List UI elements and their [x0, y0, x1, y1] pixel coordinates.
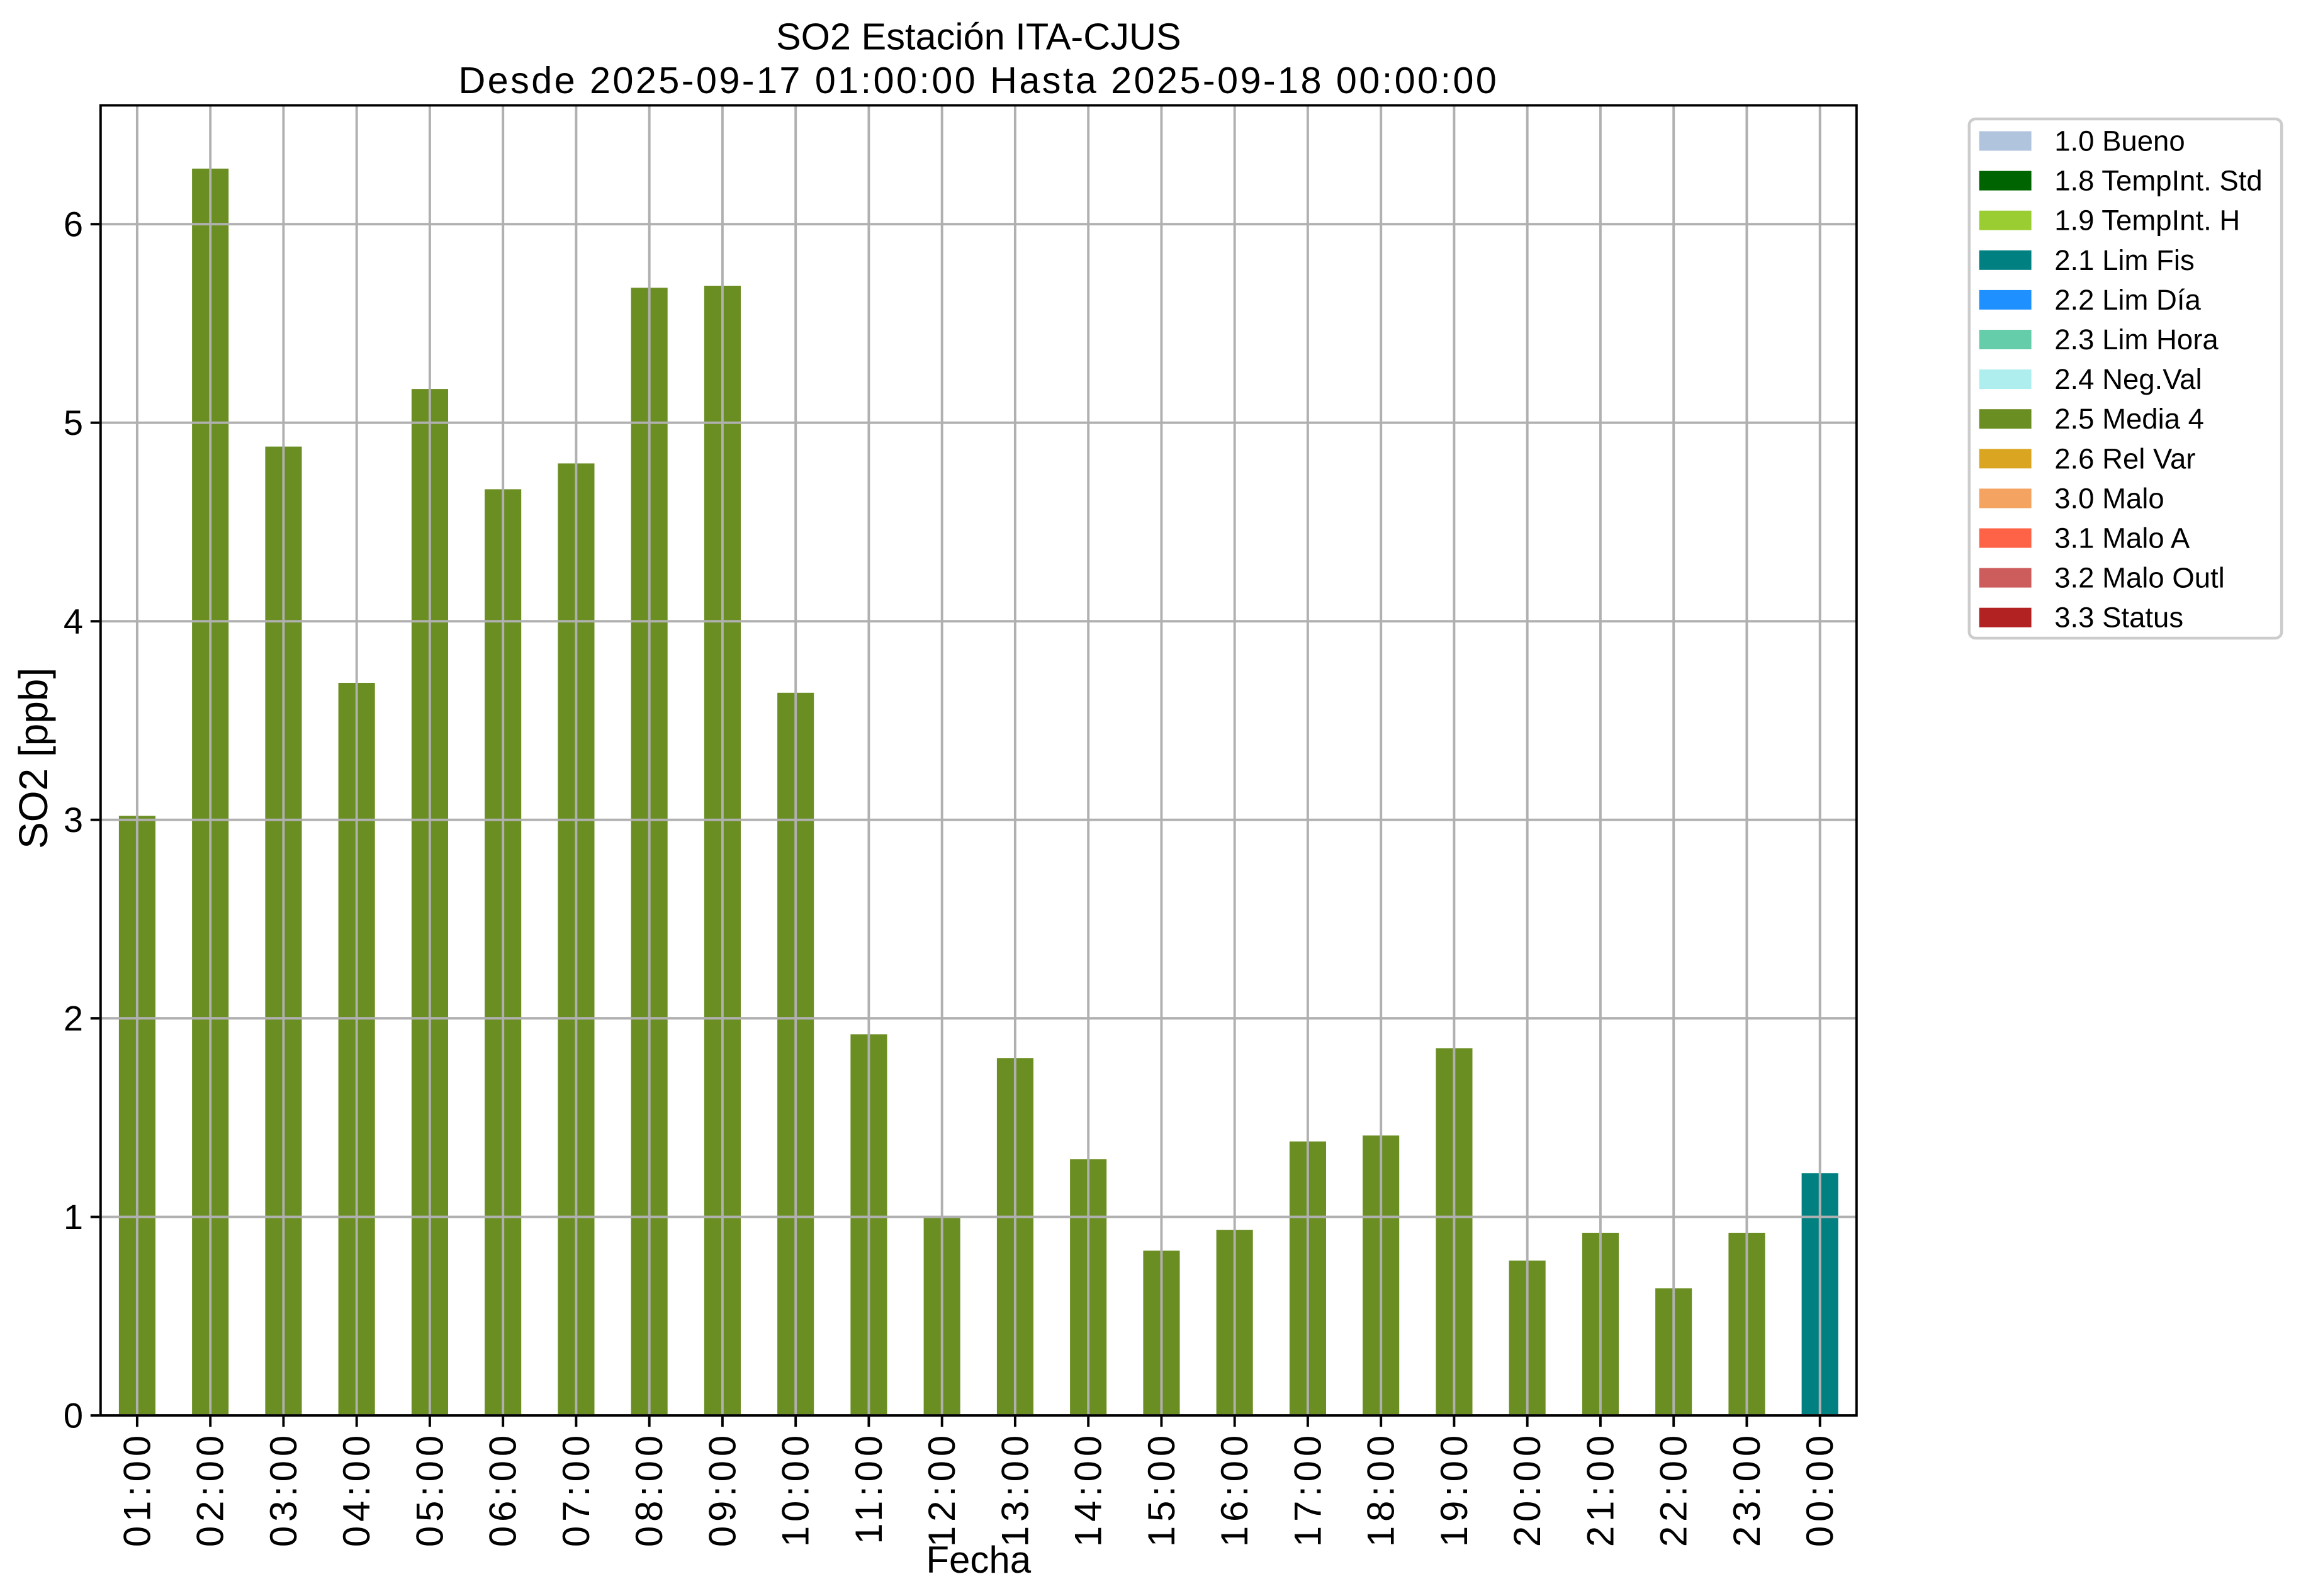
svg-text:4: 4 — [64, 602, 83, 641]
svg-text:3.1 Malo A: 3.1 Malo A — [2054, 522, 2190, 554]
svg-text:18:00: 18:00 — [1360, 1431, 1402, 1547]
svg-text:2: 2 — [64, 999, 83, 1038]
svg-text:2.3 Lim Hora: 2.3 Lim Hora — [2054, 323, 2219, 356]
svg-text:11:00: 11:00 — [848, 1431, 890, 1544]
svg-text:01:00: 01:00 — [116, 1431, 158, 1547]
svg-text:3: 3 — [64, 800, 83, 840]
svg-text:22:00: 22:00 — [1653, 1431, 1695, 1547]
svg-text:2.4 Neg.Val: 2.4 Neg.Val — [2054, 363, 2202, 395]
svg-text:19:00: 19:00 — [1433, 1431, 1475, 1547]
svg-text:3.2 Malo Outl: 3.2 Malo Outl — [2054, 562, 2225, 594]
svg-text:09:00: 09:00 — [701, 1431, 743, 1547]
svg-text:2.5 Media 4: 2.5 Media 4 — [2054, 403, 2204, 435]
svg-text:21:00: 21:00 — [1579, 1431, 1621, 1547]
svg-text:2.6 Rel Var: 2.6 Rel Var — [2054, 442, 2195, 475]
svg-text:SO2 Estación ITA-CJUS: SO2 Estación ITA-CJUS — [776, 16, 1181, 58]
svg-text:10:00: 10:00 — [775, 1431, 817, 1547]
svg-text:2.2 Lim Día: 2.2 Lim Día — [2054, 284, 2201, 316]
svg-text:15:00: 15:00 — [1140, 1431, 1183, 1547]
svg-text:04:00: 04:00 — [335, 1431, 378, 1547]
svg-text:Desde 2025-09-17 01:00:00 Hast: Desde 2025-09-17 01:00:00 Hasta 2025-09-… — [458, 59, 1499, 101]
svg-text:12:00: 12:00 — [921, 1431, 963, 1547]
svg-text:20:00: 20:00 — [1506, 1431, 1548, 1547]
svg-text:16:00: 16:00 — [1213, 1431, 1256, 1547]
svg-text:1: 1 — [64, 1197, 83, 1237]
svg-text:13:00: 13:00 — [994, 1431, 1036, 1547]
svg-text:SO2 [ppb]: SO2 [ppb] — [11, 668, 56, 849]
svg-text:08:00: 08:00 — [628, 1431, 670, 1547]
svg-text:05:00: 05:00 — [408, 1431, 451, 1547]
svg-text:06:00: 06:00 — [482, 1431, 524, 1547]
svg-text:Fecha: Fecha — [926, 1539, 1031, 1581]
svg-text:3.3 Status: 3.3 Status — [2054, 602, 2183, 634]
svg-text:1.0 Bueno: 1.0 Bueno — [2054, 125, 2185, 157]
svg-text:1.9 TempInt. H: 1.9 TempInt. H — [2054, 205, 2240, 237]
svg-text:14:00: 14:00 — [1067, 1431, 1110, 1547]
svg-text:3.0 Malo: 3.0 Malo — [2054, 482, 2164, 514]
svg-text:23:00: 23:00 — [1726, 1431, 1768, 1547]
svg-text:2.1 Lim Fis: 2.1 Lim Fis — [2054, 244, 2195, 276]
svg-text:6: 6 — [64, 205, 83, 244]
svg-text:00:00: 00:00 — [1799, 1431, 1841, 1547]
svg-text:02:00: 02:00 — [189, 1431, 232, 1547]
svg-text:03:00: 03:00 — [262, 1431, 305, 1547]
svg-text:07:00: 07:00 — [555, 1431, 597, 1547]
svg-text:0: 0 — [64, 1396, 83, 1436]
svg-text:5: 5 — [64, 403, 83, 442]
svg-text:1.8 TempInt. Std: 1.8 TempInt. Std — [2054, 165, 2263, 197]
svg-text:17:00: 17:00 — [1286, 1431, 1329, 1547]
